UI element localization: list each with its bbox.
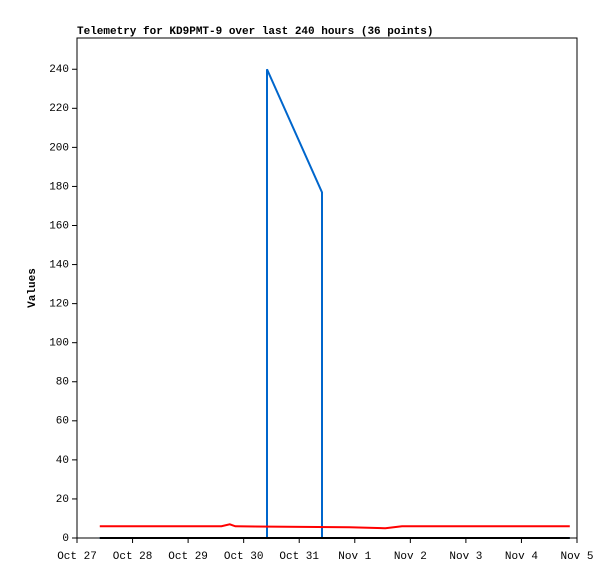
y-tick-label: 200 (49, 142, 69, 154)
x-tick-label: Oct 28 (113, 551, 153, 563)
y-tick-label: 180 (49, 181, 69, 193)
x-tick-label: Nov 4 (505, 551, 538, 563)
plot-frame (76, 37, 578, 539)
x-tick-label: Oct 31 (279, 551, 319, 563)
y-tick-label: 80 (56, 377, 69, 389)
chart-title: Telemetry for KD9PMT-9 over last 240 hou… (77, 26, 433, 38)
y-tick-label: 220 (49, 103, 69, 115)
y-tick-label: 60 (56, 416, 69, 428)
y-tick-label: 240 (49, 64, 69, 76)
y-tick-label: 140 (49, 259, 69, 271)
y-tick-label: 120 (49, 299, 69, 311)
x-tick-label: Nov 3 (449, 551, 482, 563)
y-tick-label: 160 (49, 220, 69, 232)
y-axis-label: Values (27, 268, 39, 308)
x-tick-label: Nov 2 (394, 551, 427, 563)
x-tick-label: Nov 1 (338, 551, 371, 563)
x-tick-label: Oct 30 (224, 551, 264, 563)
x-tick-label: Nov 5 (560, 551, 593, 563)
y-tick-label: 40 (56, 455, 69, 467)
series-line (99, 68, 570, 539)
x-tick-label: Oct 29 (168, 551, 208, 563)
y-tick-label: 20 (56, 494, 69, 506)
series-line (99, 523, 570, 530)
y-tick-label: 0 (62, 533, 69, 545)
x-tick-label: Oct 27 (57, 551, 97, 563)
y-tick-label: 100 (49, 338, 69, 350)
